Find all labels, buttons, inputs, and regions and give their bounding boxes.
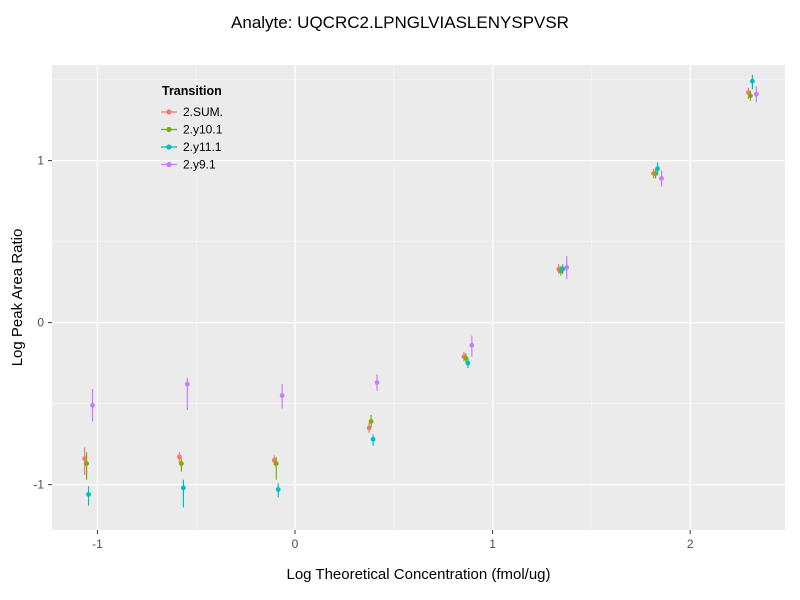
legend-key-point-2.SUM. <box>166 109 172 115</box>
data-point-2.SUM. <box>366 425 372 431</box>
legend-label-2.y9.1: 2.y9.1 <box>183 158 216 172</box>
data-point-2.y10.1 <box>463 355 469 361</box>
data-point-2.y9.1 <box>374 380 380 385</box>
data-point-2.SUM. <box>82 456 87 462</box>
data-point-2.y11.1 <box>655 166 660 172</box>
data-point-2.y11.1 <box>86 491 91 497</box>
legend-key-point-2.y11.1 <box>166 144 172 150</box>
data-point-2.y10.1 <box>368 419 374 424</box>
tick-label-x: 0 <box>292 537 299 551</box>
data-point-2.y11.1 <box>180 485 186 491</box>
x-axis-label: Log Theoretical Concentration (fmol/ug) <box>286 566 550 583</box>
legend-label-2.y10.1: 2.y10.1 <box>183 123 223 137</box>
data-point-2.y11.1 <box>275 487 281 492</box>
data-point-2.y10.1 <box>179 461 184 466</box>
data-point-2.y11.1 <box>370 436 376 442</box>
plot-panel <box>52 65 785 530</box>
data-point-2.y11.1 <box>750 78 755 84</box>
data-point-2.y9.1 <box>753 91 759 97</box>
data-point-2.y9.1 <box>469 342 475 348</box>
data-point-2.y9.1 <box>184 381 190 387</box>
tick-label-x: 2 <box>687 537 694 551</box>
data-point-2.y9.1 <box>279 393 285 398</box>
data-point-2.y11.1 <box>465 360 471 366</box>
legend-label-2.SUM.: 2.SUM. <box>183 105 223 119</box>
data-point-2.y9.1 <box>90 402 95 408</box>
y-axis-label: Log Peak Area Ratio <box>9 229 26 367</box>
data-point-2.y10.1 <box>653 171 658 176</box>
legend-key-point-2.y10.1 <box>166 126 172 133</box>
tick-label-y: 0 <box>37 316 44 330</box>
data-point-2.y10.1 <box>273 461 279 466</box>
tick-label-y: 1 <box>37 154 44 168</box>
tick-label-y: -1 <box>33 478 44 492</box>
data-point-2.y11.1 <box>560 266 566 272</box>
data-point-2.y9.1 <box>659 176 664 181</box>
tick-label-x: -1 <box>92 537 103 551</box>
data-point-2.y10.1 <box>84 461 89 466</box>
legend-title: Transition <box>162 84 222 98</box>
tick-label-x: 1 <box>489 537 496 551</box>
legend-label-2.y11.1: 2.y11.1 <box>183 140 222 154</box>
data-point-2.y9.1 <box>564 265 570 270</box>
data-point-2.SUM. <box>177 454 182 460</box>
legend-key-point-2.y9.1 <box>166 161 172 168</box>
data-point-2.y10.1 <box>748 93 753 99</box>
chart-title: Analyte: UQCRC2.LPNGLVIASLENYSPVSR <box>231 13 569 32</box>
